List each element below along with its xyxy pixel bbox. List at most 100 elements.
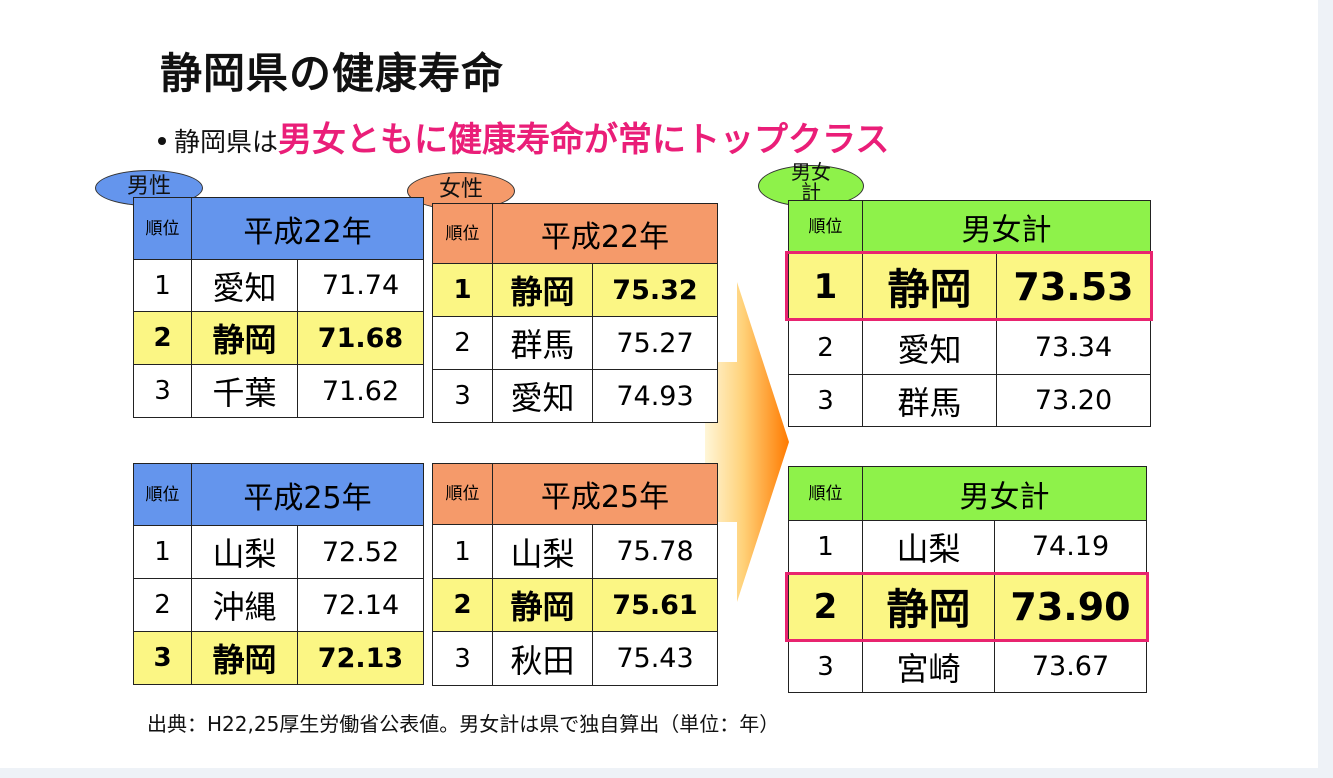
table-row: 3 愛知 74.93: [432, 369, 718, 423]
table-header-row: 順位 平成22年: [432, 203, 718, 264]
value-cell: 71.74: [297, 259, 424, 312]
value-cell: 75.27: [592, 316, 718, 370]
rank-cell: 1: [788, 252, 863, 321]
pref-cell: 山梨: [492, 524, 593, 579]
bullet-highlight: 男女ともに健康寿命が常にトップクラス: [278, 120, 890, 160]
rank-cell: 3: [788, 640, 863, 693]
year-header: 平成25年: [191, 463, 424, 526]
table-row: 3 秋田 75.43: [432, 631, 718, 686]
rank-cell: 3: [788, 374, 863, 427]
rank-header: 順位: [432, 463, 493, 525]
table-row: 1 山梨 72.52: [133, 525, 424, 579]
pref-cell: 群馬: [492, 316, 593, 370]
value-cell: 75.32: [592, 263, 718, 317]
table-row-highlight: 2 静岡 71.68: [133, 311, 424, 365]
table-row-highlight: 3 静岡 72.13: [133, 631, 424, 685]
rank-cell: 2: [133, 311, 192, 365]
value-cell: 73.53: [996, 252, 1151, 321]
table-row: 3 宮崎 73.67: [788, 640, 1147, 693]
table-row-highlight: 2 静岡 75.61: [432, 578, 718, 632]
rank-cell: 3: [432, 631, 493, 686]
right-edge-strip: [1318, 0, 1333, 778]
rank-cell: 1: [432, 263, 493, 317]
rank-cell: 1: [133, 259, 192, 312]
rank-header: 順位: [788, 200, 863, 253]
pref-cell: 愛知: [862, 320, 997, 375]
value-cell: 71.68: [297, 311, 424, 365]
pref-cell: 沖縄: [191, 578, 298, 632]
table-header-row: 順位 男女計: [788, 200, 1151, 253]
pref-cell: 静岡: [492, 578, 593, 632]
rank-cell: 3: [133, 631, 192, 685]
rank-header: 順位: [133, 197, 192, 260]
table-row-highlight: 1 静岡 75.32: [432, 263, 718, 317]
rank-cell: 2: [133, 578, 192, 632]
pref-cell: 静岡: [862, 252, 997, 321]
bullet-line: 静岡県は男女ともに健康寿命が常にトップクラス: [158, 112, 889, 161]
value-cell: 75.43: [592, 631, 718, 686]
pref-cell: 静岡: [191, 631, 298, 685]
table-total-h25: 順位 男女計 1 山梨 74.19 2 静岡 73.90 3 宮崎 73.67: [788, 466, 1147, 693]
bullet-prefix: 静岡県は: [174, 128, 279, 158]
year-header: 男女計: [862, 200, 1151, 253]
table-row: 3 千葉 71.62: [133, 364, 424, 418]
rank-cell: 2: [788, 572, 863, 641]
bullet-dot: [158, 136, 166, 145]
table-header-row: 順位 平成25年: [133, 463, 424, 526]
table-row: 1 山梨 75.78: [432, 524, 718, 579]
value-cell: 75.61: [592, 578, 718, 632]
value-cell: 74.93: [592, 369, 718, 423]
pref-cell: 静岡: [492, 263, 593, 317]
rank-cell: 1: [432, 524, 493, 579]
table-female-h22: 順位 平成22年 1 静岡 75.32 2 群馬 75.27 3 愛知 74.9…: [432, 203, 718, 423]
table-row: 1 愛知 71.74: [133, 259, 424, 312]
year-header: 平成22年: [492, 203, 718, 264]
pref-cell: 群馬: [862, 374, 997, 427]
rank-header: 順位: [133, 463, 192, 526]
pref-cell: 静岡: [191, 311, 298, 365]
table-row: 2 沖縄 72.14: [133, 578, 424, 632]
table-male-h22: 順位 平成22年 1 愛知 71.74 2 静岡 71.68 3 千葉 71.6…: [133, 197, 424, 418]
table-total-h22: 順位 男女計 1 静岡 73.53 2 愛知 73.34 3 群馬 73.20: [788, 200, 1151, 427]
value-cell: 74.19: [994, 520, 1147, 573]
pref-cell: 秋田: [492, 631, 593, 686]
rank-cell: 2: [432, 316, 493, 370]
table-row-highlight: 2 静岡 73.90: [788, 572, 1147, 641]
table-row: 1 山梨 74.19: [788, 520, 1147, 573]
pref-cell: 山梨: [191, 525, 298, 579]
value-cell: 73.20: [996, 374, 1151, 427]
year-header: 男女計: [862, 466, 1147, 521]
table-header-row: 順位 平成22年: [133, 197, 424, 260]
rank-cell: 1: [788, 520, 863, 573]
page-title: 静岡県の健康寿命: [160, 49, 505, 98]
table-row: 2 群馬 75.27: [432, 316, 718, 370]
rank-header: 順位: [788, 466, 863, 521]
rank-cell: 3: [133, 364, 192, 418]
slide: 静岡県の健康寿命 静岡県は男女ともに健康寿命が常にトップクラス 男性 女性 男女…: [0, 0, 1318, 768]
pref-cell: 山梨: [862, 520, 995, 573]
table-row-highlight: 1 静岡 73.53: [788, 252, 1151, 321]
value-cell: 73.34: [996, 320, 1151, 375]
rank-header: 順位: [432, 203, 493, 264]
pref-cell: 千葉: [191, 364, 298, 418]
arrow-right-icon: [705, 282, 789, 602]
rank-cell: 2: [432, 578, 493, 632]
year-header: 平成22年: [191, 197, 424, 260]
value-cell: 71.62: [297, 364, 424, 418]
value-cell: 72.52: [297, 525, 424, 579]
rank-cell: 2: [788, 320, 863, 375]
pref-cell: 静岡: [862, 572, 995, 641]
year-header: 平成25年: [492, 463, 718, 525]
pref-cell: 愛知: [492, 369, 593, 423]
rank-cell: 1: [133, 525, 192, 579]
value-cell: 73.90: [994, 572, 1147, 641]
pref-cell: 宮崎: [862, 640, 995, 693]
table-male-h25: 順位 平成25年 1 山梨 72.52 2 沖縄 72.14 3 静岡 72.1…: [133, 463, 424, 685]
rank-cell: 3: [432, 369, 493, 423]
value-cell: 72.13: [297, 631, 424, 685]
table-header-row: 順位 平成25年: [432, 463, 718, 525]
table-row: 2 愛知 73.34: [788, 320, 1151, 375]
value-cell: 73.67: [994, 640, 1147, 693]
table-row: 3 群馬 73.20: [788, 374, 1151, 427]
value-cell: 75.78: [592, 524, 718, 579]
